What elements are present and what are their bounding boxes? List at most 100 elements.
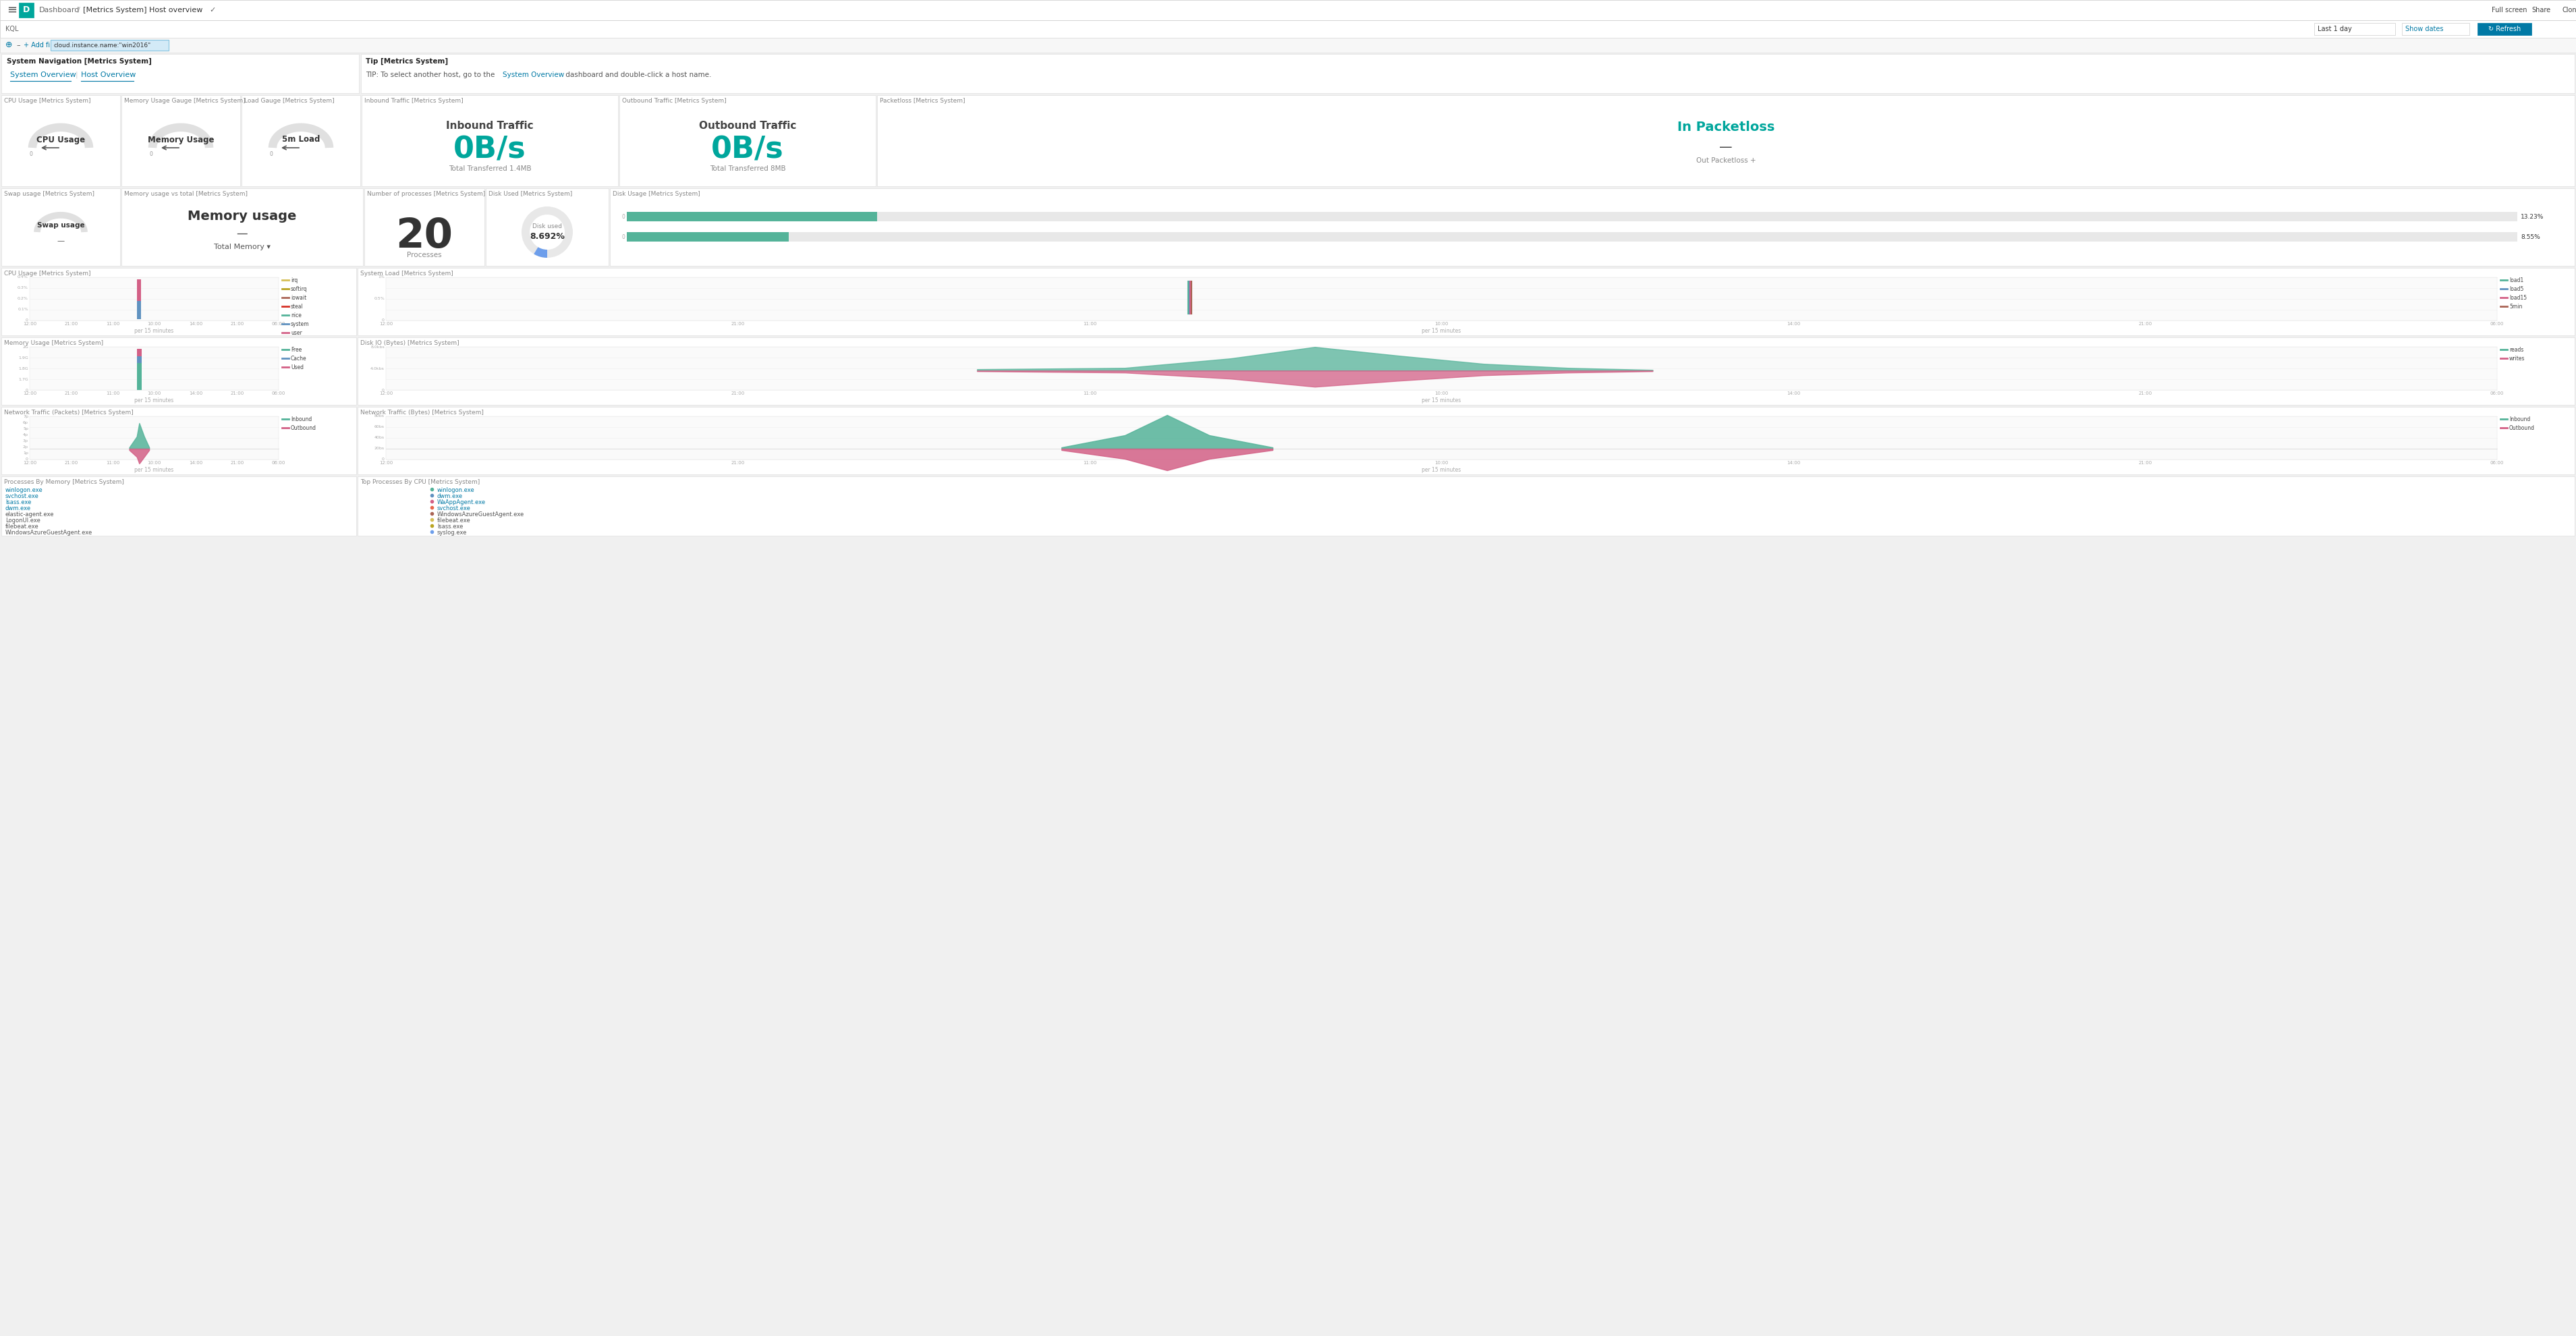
Text: —: — (237, 227, 247, 239)
Text: KQL: KQL (5, 25, 18, 32)
Text: filebeat.exe: filebeat.exe (5, 524, 39, 529)
Text: Network Traffic (Bytes) [Metrics System]: Network Traffic (Bytes) [Metrics System] (361, 410, 484, 415)
Text: per 15 minutes: per 15 minutes (134, 397, 173, 403)
Text: 0.2%: 0.2% (18, 297, 28, 301)
Text: winlogon.exe: winlogon.exe (5, 488, 44, 493)
Text: LogonUI.exe: LogonUI.exe (5, 517, 41, 524)
Bar (487, 188, 608, 266)
Text: Host Overview: Host Overview (80, 72, 137, 79)
Bar (611, 188, 2573, 266)
Text: 21:00: 21:00 (64, 391, 77, 395)
Text: 0: 0 (26, 389, 28, 391)
Bar (137, 279, 142, 319)
Text: 06:00: 06:00 (273, 461, 286, 465)
Bar (242, 95, 361, 186)
Text: CPU Usage [Metrics System]: CPU Usage [Metrics System] (5, 98, 90, 104)
Text: 1p: 1p (23, 452, 28, 456)
Text: 0: 0 (26, 319, 28, 322)
Text: 0.1%: 0.1% (18, 309, 28, 311)
Text: 60bs: 60bs (374, 425, 384, 429)
Bar (363, 188, 484, 266)
Bar (0, 0, 2576, 20)
Text: 06:00: 06:00 (2491, 461, 2504, 465)
Text: 40bs: 40bs (374, 437, 384, 440)
Bar (358, 338, 2573, 405)
Bar (361, 53, 2573, 94)
Text: 0: 0 (149, 151, 152, 158)
Bar (0, 20, 2576, 37)
Text: Full screen: Full screen (2491, 7, 2527, 13)
Text: WaAppAgent.exe: WaAppAgent.exe (438, 500, 487, 505)
Text: Out Packetloss +: Out Packetloss + (1695, 158, 1757, 164)
Text: system: system (291, 321, 309, 327)
Text: Processes By Memory [Metrics System]: Processes By Memory [Metrics System] (5, 480, 124, 485)
Text: 0.3%: 0.3% (18, 286, 28, 290)
Text: Outbound Traffic: Outbound Traffic (698, 120, 796, 131)
Text: 11:00: 11:00 (1082, 391, 1097, 395)
Text: filebeat.exe: filebeat.exe (438, 517, 471, 524)
Text: Packetloss [Metrics System]: Packetloss [Metrics System] (881, 98, 966, 104)
Text: 21:00: 21:00 (732, 391, 744, 395)
Text: –: – (15, 41, 21, 48)
Bar (626, 212, 2517, 222)
Text: irq: irq (291, 278, 299, 283)
Text: 14:00: 14:00 (1788, 461, 1801, 465)
Bar (121, 188, 363, 266)
Text: lsass.exe: lsass.exe (438, 524, 464, 529)
Text: per 15 minutes: per 15 minutes (1422, 327, 1461, 334)
Text: 14:00: 14:00 (188, 391, 204, 395)
Text: In Packetloss: In Packetloss (1677, 120, 1775, 134)
Text: TIP: To select another host, go to the: TIP: To select another host, go to the (366, 72, 497, 79)
Text: Swap usage [Metrics System]: Swap usage [Metrics System] (5, 191, 95, 196)
Text: 12:00: 12:00 (379, 391, 392, 395)
Text: dwm.exe: dwm.exe (5, 505, 31, 512)
Text: Memory Usage: Memory Usage (147, 135, 214, 144)
Text: 10:00: 10:00 (147, 461, 162, 465)
Text: 10:00: 10:00 (1435, 461, 1448, 465)
Text: 5m Load: 5m Load (281, 135, 319, 144)
Text: System Overview: System Overview (10, 72, 77, 79)
Text: 21:00: 21:00 (229, 322, 245, 326)
Text: writes: writes (2509, 355, 2524, 362)
Text: Free: Free (291, 347, 301, 353)
Text: 21:00: 21:00 (732, 322, 744, 326)
Text: 12:00: 12:00 (379, 461, 392, 465)
Text: Memory usage vs total [Metrics System]: Memory usage vs total [Metrics System] (124, 191, 247, 196)
Bar (31, 347, 278, 390)
Text: ↻ Refresh: ↻ Refresh (2488, 25, 2522, 32)
Text: CPU Usage [Metrics System]: CPU Usage [Metrics System] (5, 271, 90, 277)
Bar (137, 349, 142, 357)
Text: 0: 0 (270, 151, 273, 158)
Text: winlogon.exe: winlogon.exe (438, 488, 474, 493)
Text: reads: reads (2509, 347, 2524, 353)
Text: 12:00: 12:00 (23, 391, 36, 395)
Text: 14:00: 14:00 (188, 461, 204, 465)
Bar (137, 357, 142, 363)
Text: Top Processes By CPU [Metrics System]: Top Processes By CPU [Metrics System] (361, 480, 479, 485)
Bar (137, 363, 142, 390)
Text: 10:00: 10:00 (147, 322, 162, 326)
Text: 06:00: 06:00 (273, 322, 286, 326)
Text: Memory usage: Memory usage (188, 210, 296, 223)
Text: 10:00: 10:00 (1435, 322, 1448, 326)
Text: 14:00: 14:00 (1788, 322, 1801, 326)
Text: 8.55%: 8.55% (2522, 234, 2540, 240)
Bar (626, 232, 788, 242)
Text: 21:00: 21:00 (2138, 391, 2151, 395)
Bar (626, 232, 2517, 242)
Text: ⊕: ⊕ (5, 41, 13, 49)
Text: Processes: Processes (407, 251, 443, 258)
Text: 5min: 5min (2509, 303, 2522, 310)
Text: dashboard and double-click a host name.: dashboard and double-click a host name. (564, 72, 711, 79)
Bar (2313, 23, 2396, 35)
Text: 0.5%: 0.5% (374, 297, 384, 301)
Text: Outbound: Outbound (2509, 425, 2535, 432)
Text: Swap usage: Swap usage (36, 222, 85, 228)
Text: 80bs: 80bs (374, 414, 384, 418)
Bar (121, 95, 240, 186)
Text: Cache: Cache (291, 355, 307, 362)
Text: CPU Usage: CPU Usage (36, 135, 85, 144)
Text: 0: 0 (621, 234, 626, 240)
Text: softirq: softirq (291, 286, 307, 293)
Text: Last 1 day: Last 1 day (2318, 25, 2352, 32)
